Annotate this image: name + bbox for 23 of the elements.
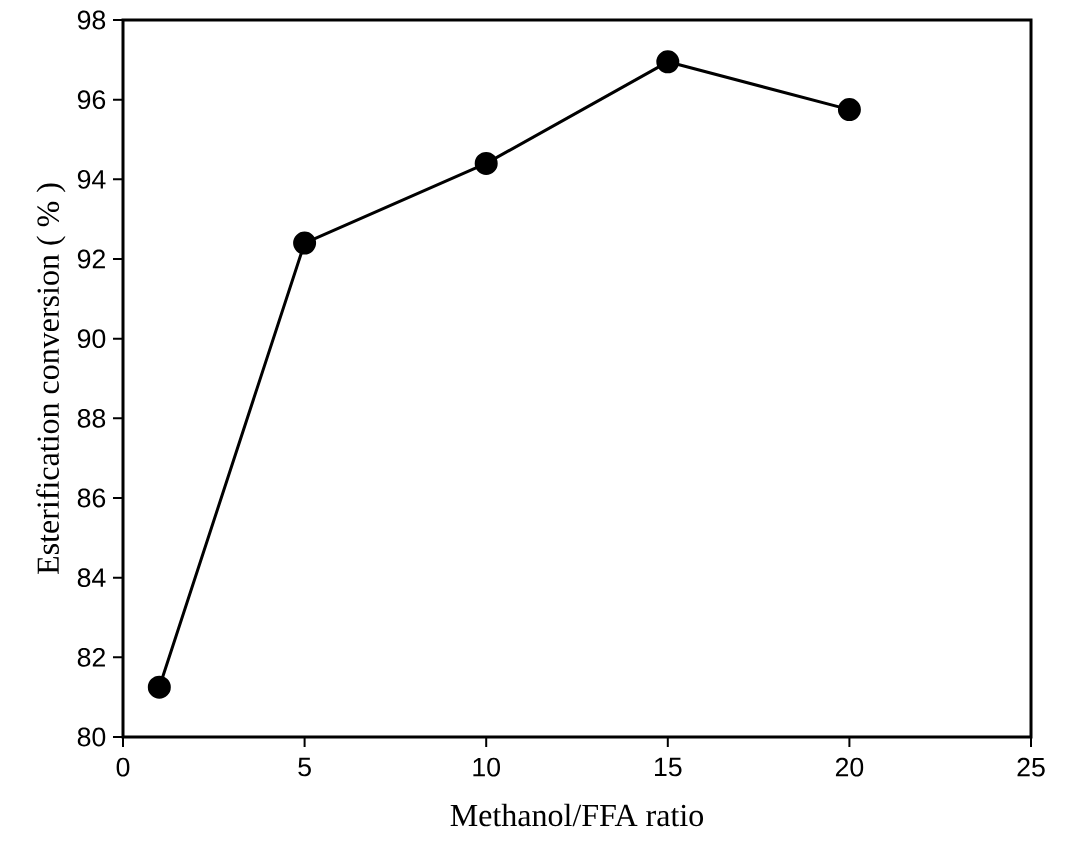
- y-tick-label: 88: [77, 408, 106, 428]
- y-axis-title: Esterification conversion ( % ): [36, 183, 66, 574]
- point: [656, 50, 680, 74]
- y-tick-label: 98: [77, 10, 106, 30]
- y-tick-label: 84: [77, 568, 106, 588]
- point: [147, 675, 171, 699]
- x-tick-label: 15: [655, 757, 682, 777]
- point: [837, 98, 861, 122]
- x-tick-label: 10: [473, 757, 500, 777]
- y-tick-label: 86: [77, 488, 106, 508]
- point: [474, 151, 498, 175]
- x-tick-label: 20: [835, 757, 864, 777]
- y-tick-label: 96: [77, 90, 106, 110]
- point: [293, 231, 317, 255]
- x-tick-label: 0: [116, 757, 130, 777]
- y-tick-label: 94: [77, 169, 106, 189]
- x-tick-label: 5: [298, 757, 311, 777]
- x-tick-label: 25: [1017, 757, 1045, 777]
- y-tick-label: 90: [77, 329, 106, 349]
- y-tick-label: 80: [77, 727, 106, 747]
- x-axis-title: Methanol/FFA ratio: [450, 803, 704, 827]
- y-tick-label: 82: [77, 647, 105, 667]
- y-tick-label: 92: [77, 249, 105, 269]
